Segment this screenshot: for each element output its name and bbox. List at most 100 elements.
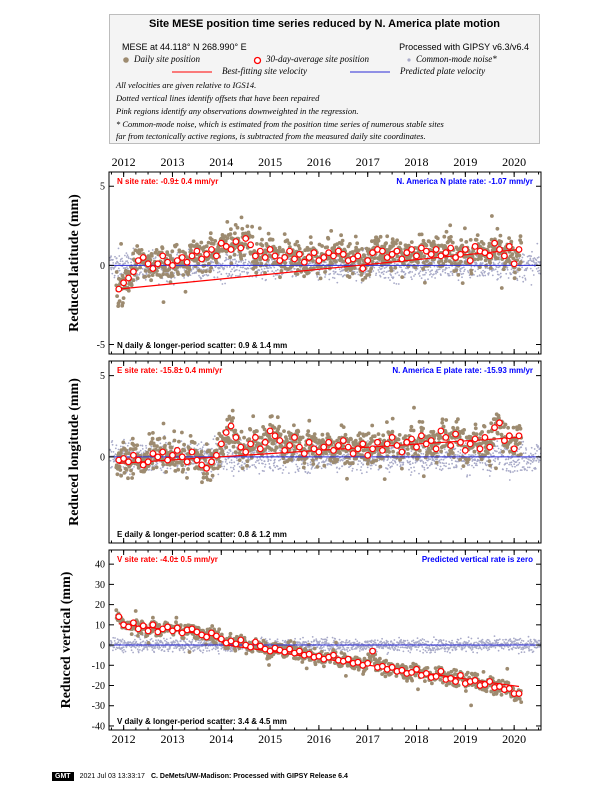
- common-mode-noise-point: [381, 271, 384, 274]
- common-mode-noise-point: [184, 447, 186, 449]
- daily-position-point: [272, 426, 277, 430]
- avg-position-point: [320, 254, 328, 261]
- daily-position-point: [471, 249, 476, 253]
- common-mode-noise-point: [425, 271, 427, 274]
- common-mode-noise-point: [435, 272, 437, 275]
- common-mode-noise-point: [197, 443, 200, 445]
- legend-predicted: Predicted plate velocity: [400, 66, 486, 76]
- daily-position-point: [370, 439, 375, 443]
- daily-position-point: [287, 241, 291, 246]
- common-mode-noise-point: [534, 452, 537, 455]
- x-tick-label: 2017: [356, 155, 380, 169]
- common-mode-noise-point: [409, 474, 412, 476]
- common-mode-noise-point: [359, 460, 361, 462]
- common-mode-noise-point: [408, 468, 410, 471]
- common-mode-noise-point: [492, 452, 494, 454]
- daily-position-point: [240, 241, 244, 246]
- common-mode-noise-point: [427, 278, 429, 281]
- common-mode-noise-point: [241, 270, 244, 273]
- common-mode-noise-point: [492, 261, 495, 264]
- common-mode-noise-point: [528, 466, 531, 469]
- common-mode-noise-point: [180, 273, 182, 276]
- common-mode-noise-point: [439, 462, 442, 464]
- common-mode-noise-point: [201, 448, 204, 451]
- daily-position-point: [200, 480, 204, 485]
- common-mode-noise-point: [368, 276, 371, 279]
- daily-position-point: [203, 458, 208, 463]
- common-mode-noise-point: [127, 257, 130, 260]
- common-mode-noise-point: [418, 275, 421, 277]
- daily-position-point: [117, 299, 122, 303]
- daily-position-point: [131, 251, 136, 256]
- common-mode-noise-point: [538, 269, 541, 272]
- common-mode-noise-point: [189, 274, 192, 276]
- common-mode-noise-point: [268, 450, 270, 453]
- common-mode-noise-point: [112, 262, 115, 264]
- common-mode-noise-point: [125, 252, 128, 255]
- daily-position-point: [260, 243, 265, 248]
- common-mode-noise-point: [222, 468, 225, 470]
- x-tick-label: 2016: [307, 155, 331, 169]
- daily-position-point: [431, 239, 436, 244]
- common-mode-noise-point: [238, 260, 241, 263]
- daily-position-point: [398, 241, 403, 246]
- avg-position-point: [349, 255, 357, 263]
- daily-position-point: [195, 450, 200, 455]
- common-mode-noise-point: [343, 274, 346, 276]
- common-mode-noise-point: [529, 257, 532, 260]
- avg-position-point: [208, 246, 215, 253]
- common-mode-noise-point: [357, 273, 360, 276]
- avg-position-point: [481, 249, 489, 257]
- daily-position-point: [394, 241, 398, 246]
- common-mode-noise-point: [449, 467, 451, 470]
- daily-position-point: [346, 439, 351, 444]
- site-rate-label: N site rate: -0.9± 0.4 mm/yr: [117, 177, 218, 186]
- daily-position-point: [468, 238, 473, 242]
- common-mode-noise-point: [410, 471, 413, 473]
- common-mode-noise-point: [472, 466, 475, 469]
- common-mode-noise-point: [336, 281, 339, 284]
- common-mode-noise-point: [461, 267, 464, 269]
- common-mode-noise-point: [426, 459, 429, 462]
- common-mode-noise-point: [244, 258, 247, 261]
- common-mode-noise-point: [532, 454, 535, 456]
- common-mode-noise-point: [219, 263, 222, 265]
- common-mode-noise-point: [276, 274, 279, 276]
- avg-position-point: [193, 247, 201, 255]
- common-mode-noise-point: [414, 273, 417, 276]
- common-mode-noise-point: [493, 454, 495, 457]
- common-mode-noise-point: [211, 477, 214, 479]
- common-mode-noise-point: [536, 242, 539, 245]
- common-mode-noise-point: [520, 446, 523, 449]
- daily-position-point: [189, 248, 193, 253]
- common-mode-noise-point: [336, 454, 339, 457]
- legend-daily: Daily site position: [134, 54, 200, 64]
- daily-position-point: [137, 251, 142, 255]
- daily-position-point: [487, 241, 492, 246]
- common-mode-noise-point: [425, 464, 428, 466]
- common-mode-noise-point: [170, 277, 173, 280]
- common-mode-noise-point: [165, 441, 167, 444]
- daily-position-point: [201, 475, 206, 480]
- common-mode-noise-point: [486, 267, 489, 269]
- daily-position-point: [360, 247, 364, 251]
- common-mode-noise-point: [535, 261, 537, 264]
- common-mode-noise-point: [237, 470, 240, 473]
- common-mode-noise-point: [444, 268, 447, 270]
- common-mode-noise-point: [328, 453, 331, 455]
- daily-position-point: [307, 433, 311, 438]
- daily-position-point: [289, 457, 294, 462]
- common-mode-noise-point: [498, 463, 501, 466]
- daily-position-point: [423, 280, 427, 285]
- daily-position-point: [242, 253, 247, 258]
- common-mode-noise-point: [375, 464, 377, 466]
- daily-position-point: [481, 242, 486, 246]
- x-tick-label: 2012: [112, 155, 136, 169]
- common-mode-noise-point: [523, 269, 526, 272]
- common-mode-noise-point: [422, 274, 424, 276]
- common-mode-noise-point: [111, 443, 114, 446]
- common-mode-noise-point: [490, 466, 493, 469]
- common-mode-noise-point: [384, 276, 387, 279]
- daily-position-point: [225, 220, 230, 224]
- common-mode-noise-point: [529, 462, 532, 465]
